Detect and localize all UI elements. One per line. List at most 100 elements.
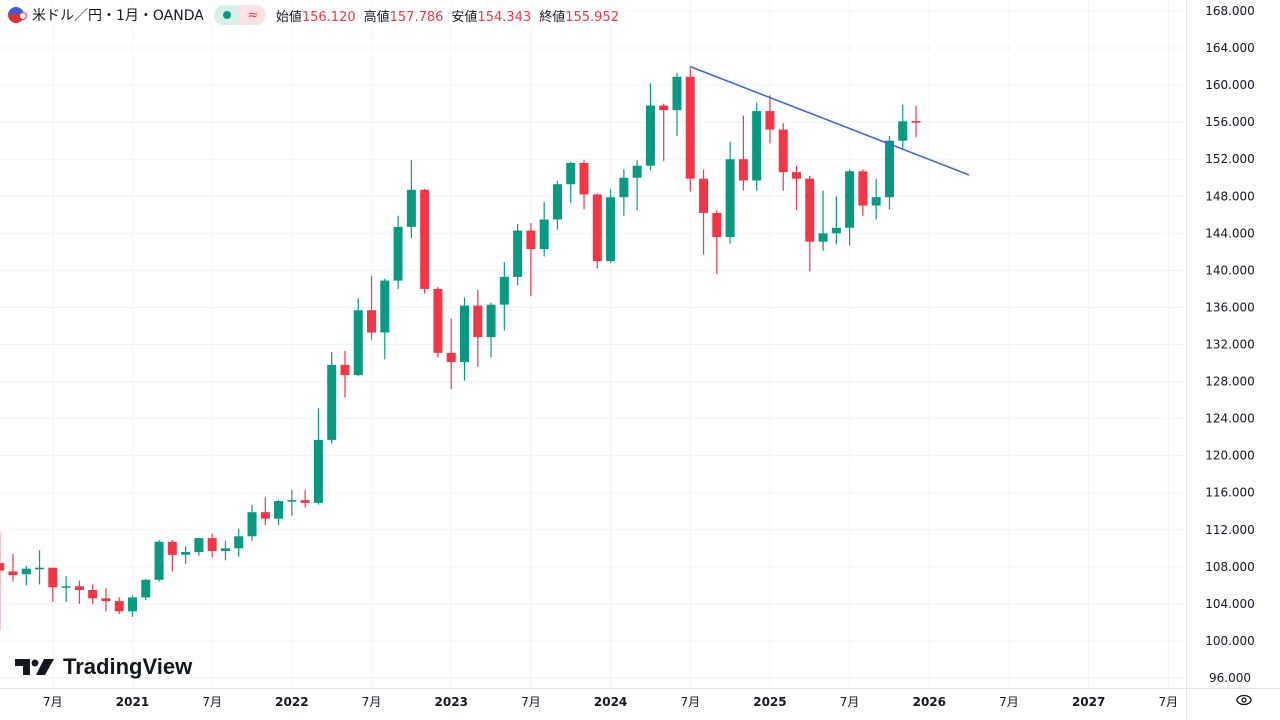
candle-body <box>35 567 45 570</box>
y-tick-label: 116.000 <box>1205 486 1255 500</box>
y-tick-label: 156.000 <box>1205 115 1255 129</box>
candle-body <box>128 597 137 612</box>
y-tick-label: 100.000 <box>1205 634 1255 648</box>
candle <box>672 73 682 137</box>
candle <box>167 539 177 572</box>
candle-body <box>114 601 124 612</box>
candle <box>207 533 217 558</box>
approx-data-icon[interactable]: ≈ <box>239 5 266 25</box>
candle <box>313 408 323 505</box>
candle-body <box>260 512 270 519</box>
y-tick-label: 104.000 <box>1205 597 1255 611</box>
y-tick-label: 152.000 <box>1205 152 1255 166</box>
candle <box>181 546 191 565</box>
candle-body <box>48 567 58 588</box>
candle-body <box>220 548 230 552</box>
open-value: 始値156.120 <box>275 9 356 25</box>
candle-body <box>393 226 403 281</box>
candle-body <box>606 197 616 262</box>
y-tick-label: 128.000 <box>1205 375 1255 389</box>
candle-body <box>234 536 244 549</box>
candle <box>380 278 390 360</box>
candle <box>420 188 430 294</box>
candle-body <box>274 501 284 519</box>
candle-body <box>327 364 337 440</box>
y-tick-label: 164.000 <box>1205 41 1255 55</box>
candle <box>287 489 297 516</box>
candle-body <box>340 364 350 376</box>
candle <box>699 169 709 255</box>
candle <box>8 553 18 582</box>
x-tick-label: 7月 <box>362 695 382 709</box>
candle <box>141 578 151 601</box>
candle <box>884 136 894 210</box>
candle <box>831 196 841 245</box>
candle <box>247 504 257 541</box>
candle <box>712 210 722 275</box>
candle-body <box>21 568 31 575</box>
x-tick-label: 2021 <box>116 695 149 709</box>
candle-body <box>300 500 310 503</box>
candle <box>340 350 350 398</box>
candle-body <box>672 76 682 111</box>
y-tick-label: 96.000 <box>1209 671 1251 685</box>
candle <box>128 595 137 617</box>
candle-body <box>752 111 762 181</box>
candle <box>234 528 244 557</box>
x-tick-label: 7月 <box>999 695 1019 709</box>
status-pill[interactable]: ≈ <box>213 5 266 25</box>
candle <box>725 141 735 244</box>
candle-body <box>579 162 589 195</box>
symbol-title[interactable]: 米ドル／円・1月・OANDA <box>32 8 204 24</box>
candle <box>460 297 469 381</box>
candle-body <box>367 310 377 333</box>
high-value: 高値157.786 <box>363 9 444 25</box>
candle <box>513 224 523 286</box>
candle <box>898 104 908 150</box>
candle <box>367 275 377 340</box>
candle <box>685 67 695 192</box>
candle-body <box>406 189 416 227</box>
candle <box>393 215 403 289</box>
candle-body <box>884 140 894 198</box>
candle <box>353 298 363 376</box>
tradingview-logo-icon <box>15 659 54 675</box>
candle-body <box>831 227 841 234</box>
x-tick-label: 2026 <box>913 695 946 709</box>
candle-body <box>871 197 881 206</box>
y-tick-label: 140.000 <box>1205 263 1255 277</box>
candle <box>765 95 775 144</box>
candle <box>805 175 815 272</box>
candle-body <box>74 586 84 590</box>
x-tick-label: 7月 <box>43 695 63 709</box>
y-tick-label: 136.000 <box>1205 300 1255 314</box>
eye-icon[interactable] <box>1236 692 1252 708</box>
candle-body <box>632 165 642 178</box>
candle <box>486 302 496 358</box>
candle <box>526 223 536 297</box>
candle-body <box>486 304 496 338</box>
candle <box>778 123 788 191</box>
market-status-icon[interactable] <box>213 5 240 25</box>
candle-body <box>845 171 855 228</box>
candle-body <box>499 276 509 305</box>
candle-body <box>247 512 257 537</box>
x-tick-label: 7月 <box>521 695 541 709</box>
x-tick-label: 2027 <box>1072 695 1105 709</box>
candle-body <box>446 352 456 363</box>
candle <box>552 180 562 230</box>
candle <box>61 576 71 603</box>
candle-body <box>818 233 828 242</box>
y-tick-label: 160.000 <box>1205 78 1255 92</box>
y-tick-label: 168.000 <box>1205 4 1255 18</box>
candle-body <box>592 194 602 262</box>
x-tick-label: 2023 <box>435 695 468 709</box>
candle-body <box>287 500 297 502</box>
candle <box>619 169 629 216</box>
candle-body <box>61 586 71 588</box>
candle <box>738 115 748 191</box>
candle-body <box>380 280 390 333</box>
candle <box>579 160 589 210</box>
candle-body <box>420 189 430 289</box>
